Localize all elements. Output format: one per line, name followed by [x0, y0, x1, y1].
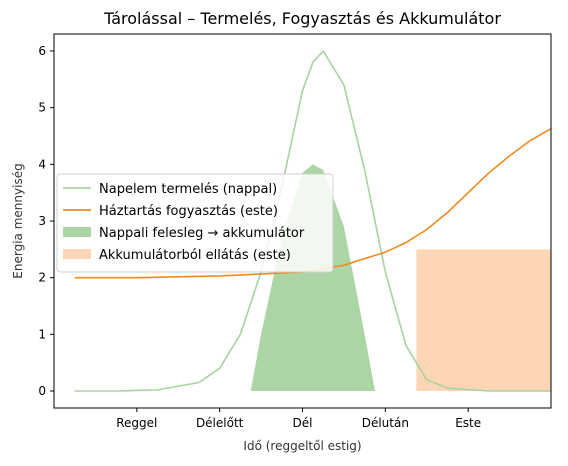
- y-tick-label: 6: [38, 44, 46, 58]
- y-tick-label: 0: [38, 384, 46, 398]
- y-axis-ticks: 0 1 2 3 4 5 6: [38, 44, 54, 398]
- legend-label-akkumulatorbol-ellatas-este: Akkumulátorból ellátás (este): [99, 248, 291, 263]
- line-napelem-termeles-nappal: [74, 50, 551, 392]
- x-tick-label: Dél: [293, 416, 313, 430]
- area-akkumulatorbol-ellatas-este: [416, 249, 551, 391]
- line-layer: [74, 50, 552, 392]
- x-tick-label: Reggel: [116, 416, 157, 430]
- legend-label-nappali-felesleg-akkumulator: Nappali felesleg → akkumulátor: [99, 226, 305, 241]
- legend-frame: [56, 173, 334, 273]
- y-tick-label: 1: [38, 327, 46, 341]
- chart-title: Tárolással – Termelés, Fogyasztás és Akk…: [103, 9, 501, 28]
- x-axis-ticks: Reggel Délelőtt Dél Délután Este: [116, 408, 481, 430]
- legend-label-haztartas-fogyasztas-este: Háztartás fogyasztás (este): [99, 204, 278, 219]
- y-tick-label: 4: [38, 157, 46, 171]
- legend-label-napelem-termeles-nappal: Napelem termelés (nappal): [99, 182, 277, 197]
- x-tick-label: Délután: [362, 416, 409, 430]
- legend-key-akkumulatorbol-ellatas-este: [63, 249, 91, 259]
- legend: Napelem termelés (nappal) Háztartás fogya…: [56, 173, 334, 273]
- area-nappali-felesleg-akkumulator: [250, 164, 375, 391]
- area-layer: [250, 164, 551, 391]
- legend-key-nappali-felesleg-akkumulator: [63, 227, 91, 237]
- x-tick-label: Este: [455, 416, 481, 430]
- y-tick-label: 3: [38, 214, 46, 228]
- y-tick-label: 2: [38, 271, 46, 285]
- x-tick-label: Délelőtt: [196, 416, 244, 430]
- y-tick-label: 5: [38, 101, 46, 115]
- line-haztartas-fogyasztas-este: [74, 127, 552, 279]
- x-axis-label: Idő (reggeltől estig): [243, 439, 361, 453]
- y-axis-label: Energia mennyiség: [11, 163, 25, 278]
